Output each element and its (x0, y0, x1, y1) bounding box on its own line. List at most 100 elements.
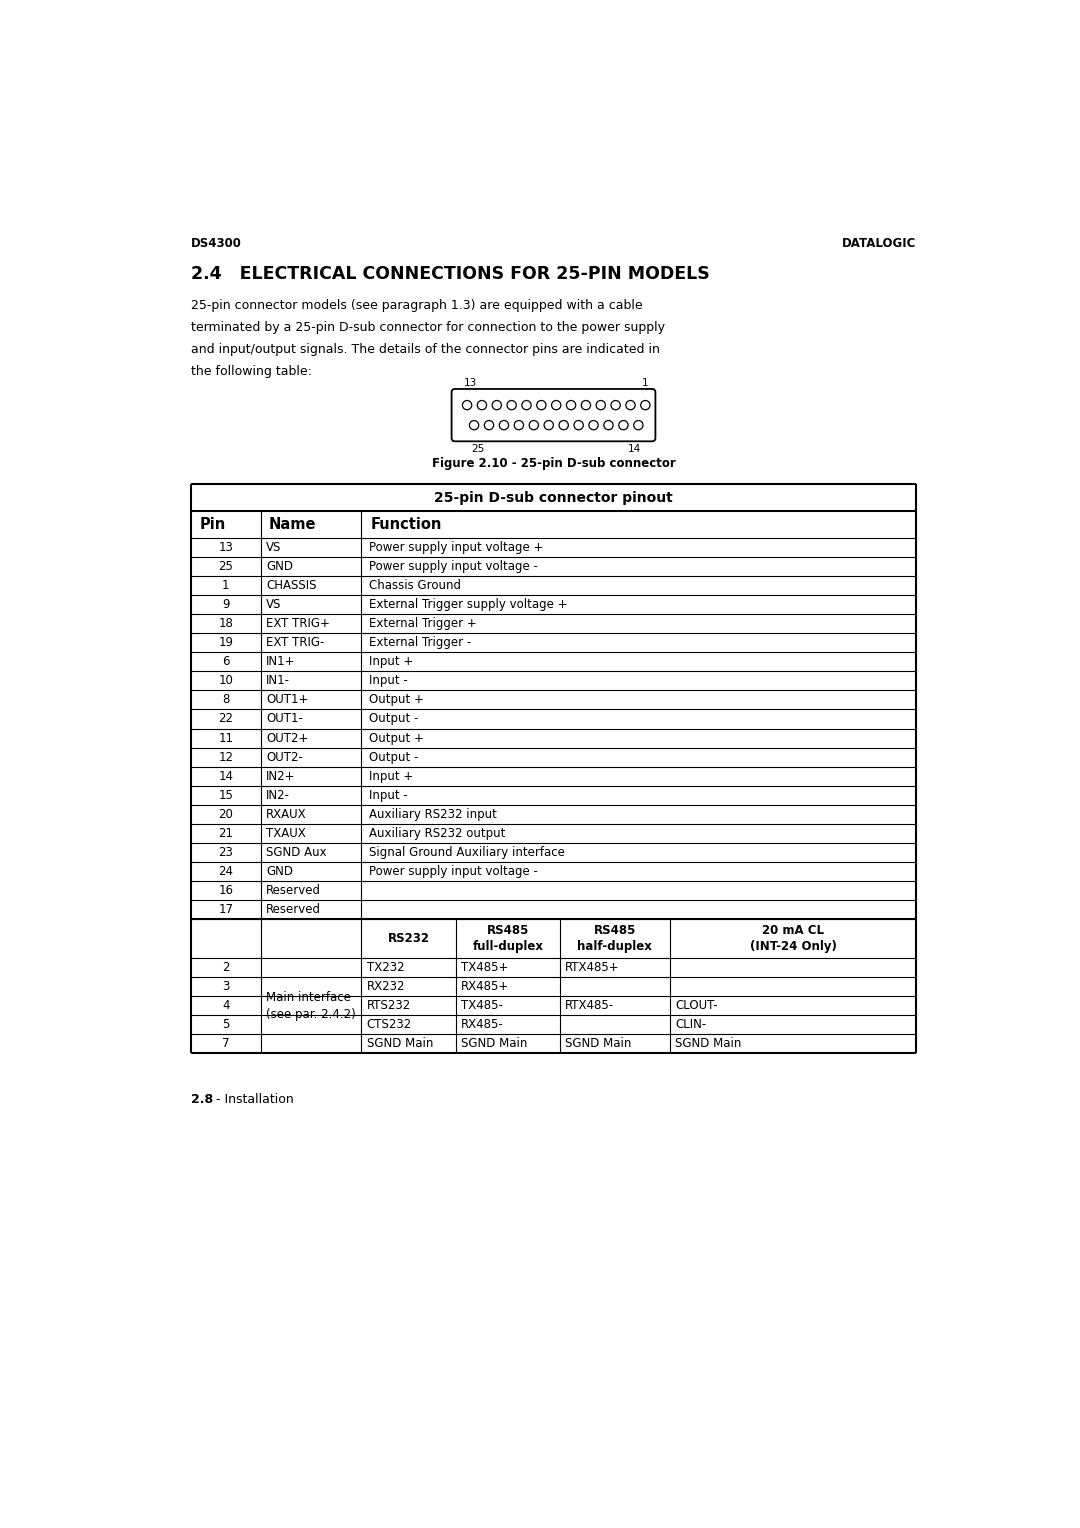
Text: TX232: TX232 (367, 961, 404, 973)
Circle shape (522, 400, 531, 410)
Text: Output -: Output - (369, 712, 418, 726)
Text: 18: 18 (218, 617, 233, 630)
Circle shape (462, 400, 472, 410)
Text: 3: 3 (222, 979, 229, 993)
Text: 25: 25 (471, 445, 484, 454)
Circle shape (507, 400, 516, 410)
Text: RXAUX: RXAUX (266, 808, 307, 821)
Circle shape (596, 400, 606, 410)
Text: TXAUX: TXAUX (266, 827, 306, 840)
Circle shape (604, 420, 613, 429)
Text: 8: 8 (222, 694, 229, 706)
Text: - Installation: - Installation (212, 1094, 294, 1106)
Circle shape (470, 420, 478, 429)
Circle shape (625, 400, 635, 410)
Text: RTX485-: RTX485- (565, 999, 615, 1012)
Text: CLOUT-: CLOUT- (675, 999, 718, 1012)
Text: 25: 25 (218, 559, 233, 573)
Text: Reserved: Reserved (266, 885, 321, 897)
Text: 13: 13 (218, 541, 233, 553)
Text: Power supply input voltage +: Power supply input voltage + (369, 541, 543, 553)
Text: 24: 24 (218, 865, 233, 879)
Text: 20 mA CL
(INT-24 Only): 20 mA CL (INT-24 Only) (750, 924, 836, 953)
Circle shape (640, 400, 650, 410)
Circle shape (589, 420, 598, 429)
Text: 5: 5 (222, 1018, 229, 1031)
Circle shape (529, 420, 539, 429)
Text: 25-pin D-sub connector pinout: 25-pin D-sub connector pinout (434, 490, 673, 504)
Text: SGND Aux: SGND Aux (266, 847, 326, 859)
Text: TX485+: TX485+ (461, 961, 509, 973)
Circle shape (634, 420, 643, 429)
Text: RS485
full-duplex: RS485 full-duplex (472, 924, 543, 953)
Text: Figure 2.10 - 25-pin D-sub connector: Figure 2.10 - 25-pin D-sub connector (432, 457, 675, 471)
Text: 4: 4 (221, 999, 229, 1012)
Text: External Trigger supply voltage +: External Trigger supply voltage + (369, 597, 568, 611)
Text: DS4300: DS4300 (191, 237, 242, 251)
Text: OUT1+: OUT1+ (266, 694, 309, 706)
Text: RS232: RS232 (388, 932, 430, 946)
Circle shape (484, 420, 494, 429)
Text: External Trigger -: External Trigger - (369, 636, 471, 649)
Text: 10: 10 (218, 674, 233, 688)
Text: RS485
half-duplex: RS485 half-duplex (578, 924, 652, 953)
Text: OUT2+: OUT2+ (266, 732, 309, 744)
Text: RTX485+: RTX485+ (565, 961, 620, 973)
Text: 11: 11 (218, 732, 233, 744)
Text: SGND Main: SGND Main (675, 1038, 742, 1050)
Text: Input +: Input + (369, 770, 414, 782)
Text: RTS232: RTS232 (367, 999, 411, 1012)
Text: 6: 6 (221, 656, 229, 668)
Circle shape (611, 400, 620, 410)
Text: TX485-: TX485- (461, 999, 503, 1012)
Text: 19: 19 (218, 636, 233, 649)
Text: SGND Main: SGND Main (461, 1038, 528, 1050)
Text: Function: Function (370, 516, 442, 532)
Circle shape (477, 400, 487, 410)
Text: SGND Main: SGND Main (565, 1038, 632, 1050)
Text: 1: 1 (642, 377, 648, 388)
Circle shape (619, 420, 629, 429)
Circle shape (514, 420, 524, 429)
Text: 21: 21 (218, 827, 233, 840)
Text: 23: 23 (218, 847, 233, 859)
Text: OUT2-: OUT2- (266, 750, 302, 764)
Text: VS: VS (266, 541, 282, 553)
Text: RX232: RX232 (367, 979, 405, 993)
Text: 2.4   ELECTRICAL CONNECTIONS FOR 25-PIN MODELS: 2.4 ELECTRICAL CONNECTIONS FOR 25-PIN MO… (191, 264, 710, 283)
Text: EXT TRIG-: EXT TRIG- (266, 636, 324, 649)
Text: RX485+: RX485+ (461, 979, 510, 993)
Text: 2: 2 (221, 961, 229, 973)
Circle shape (499, 420, 509, 429)
Text: Input -: Input - (369, 674, 408, 688)
Text: Main interface
(see par. 2.4.2): Main interface (see par. 2.4.2) (266, 990, 355, 1021)
Text: Power supply input voltage -: Power supply input voltage - (369, 559, 538, 573)
Text: RX485-: RX485- (461, 1018, 504, 1031)
Text: Input +: Input + (369, 656, 414, 668)
Text: Chassis Ground: Chassis Ground (369, 579, 461, 591)
Circle shape (544, 420, 553, 429)
Text: SGND Main: SGND Main (367, 1038, 433, 1050)
Text: 9: 9 (221, 597, 229, 611)
Text: IN1-: IN1- (266, 674, 289, 688)
Text: EXT TRIG+: EXT TRIG+ (266, 617, 329, 630)
Text: IN2-: IN2- (266, 788, 289, 802)
Text: VS: VS (266, 597, 282, 611)
Text: 14: 14 (218, 770, 233, 782)
FancyBboxPatch shape (451, 390, 656, 442)
Circle shape (559, 420, 568, 429)
Text: 12: 12 (218, 750, 233, 764)
Text: 17: 17 (218, 903, 233, 917)
Text: Auxiliary RS232 output: Auxiliary RS232 output (369, 827, 505, 840)
Text: Output +: Output + (369, 732, 424, 744)
Text: 16: 16 (218, 885, 233, 897)
Text: Signal Ground Auxiliary interface: Signal Ground Auxiliary interface (369, 847, 565, 859)
Text: CLIN-: CLIN- (675, 1018, 706, 1031)
Text: 25-pin connector models (see paragraph 1.3) are equipped with a cable: 25-pin connector models (see paragraph 1… (191, 299, 643, 312)
Text: IN2+: IN2+ (266, 770, 296, 782)
Text: 15: 15 (218, 788, 233, 802)
Text: Output -: Output - (369, 750, 418, 764)
Text: the following table:: the following table: (191, 365, 312, 377)
Text: Output +: Output + (369, 694, 424, 706)
Circle shape (581, 400, 591, 410)
